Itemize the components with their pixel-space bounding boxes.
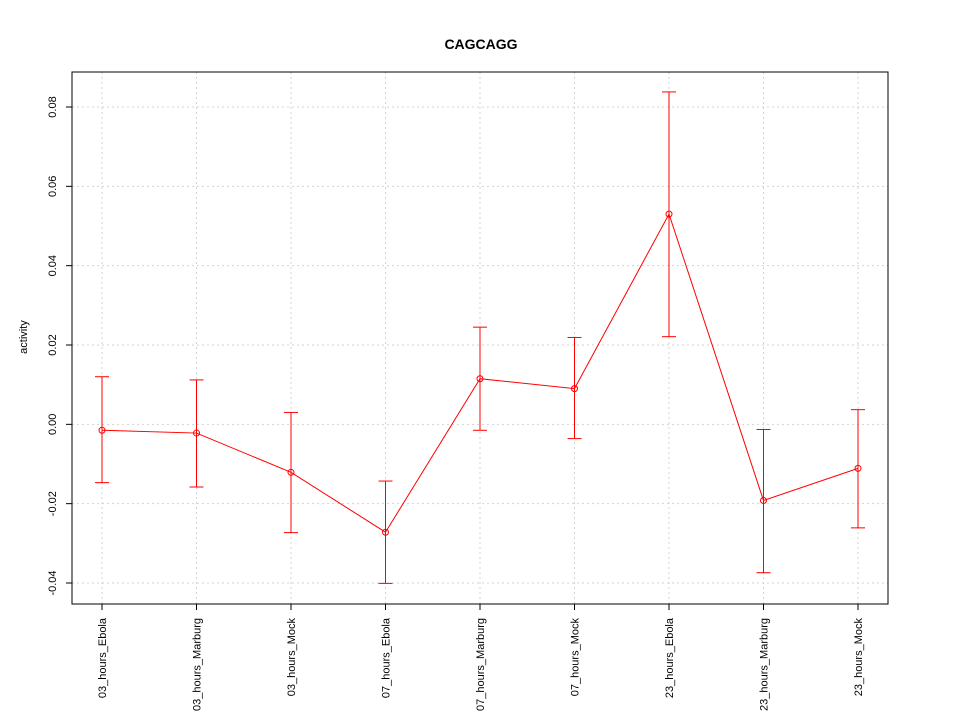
y-tick-label: 0.06 — [47, 176, 59, 197]
x-tick-label: 07_hours_Mock — [570, 618, 582, 697]
data-point — [476, 375, 484, 383]
x-tick-label: 03_hours_Marburg — [192, 618, 204, 711]
data-point — [382, 528, 389, 536]
data-point — [854, 464, 862, 472]
x-axis: 03_hours_Ebola 03_hours_Marburg 03_hours_M… — [97, 603, 865, 711]
x-tick-label: 07_hours_Marburg — [475, 618, 487, 711]
x-tick-label: 03_hours_Mock — [286, 618, 298, 697]
y-tick-label: 0.08 — [47, 96, 59, 117]
chart-title: CAGCAGG — [444, 36, 517, 52]
x-tick-label: 23_hours_Ebola — [664, 617, 676, 698]
y-tick-label: 0.02 — [47, 334, 59, 355]
y-tick-label: -0.02 — [47, 491, 59, 516]
x-tick-label: 23_hours_Marburg — [759, 618, 771, 711]
grid — [72, 72, 888, 604]
y-axis: -0.04 -0.02 0.00 0.02 0.04 0.06 0.08 — [47, 96, 73, 596]
data-point — [760, 496, 767, 504]
y-tick-label: -0.04 — [47, 570, 59, 595]
y-tick-label: 0.00 — [47, 414, 59, 435]
data-marks — [95, 91, 865, 584]
data-point — [98, 426, 106, 434]
x-tick-label: 23_hours_Mock — [853, 618, 865, 697]
data-point — [571, 385, 578, 393]
x-tick-label: 03_hours_Ebola — [97, 617, 109, 698]
x-tick-label: 07_hours_Ebola — [381, 617, 393, 698]
data-point — [287, 468, 295, 476]
data-point — [193, 429, 200, 437]
y-axis-label: activity — [18, 320, 30, 354]
y-tick-label: 0.04 — [47, 255, 59, 276]
data-point — [665, 210, 673, 218]
